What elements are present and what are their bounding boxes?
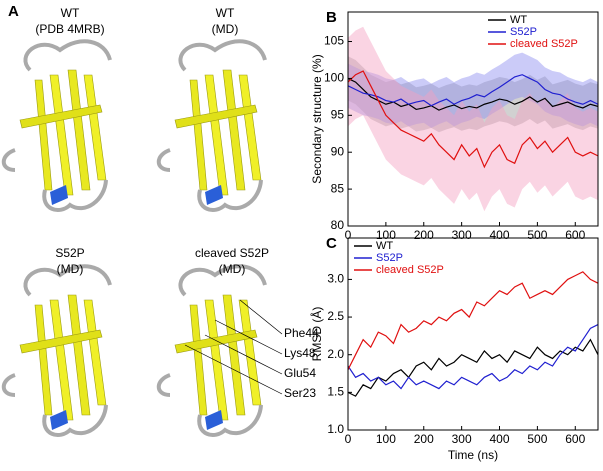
series-line xyxy=(347,338,599,397)
y-tick-label: 90 xyxy=(331,144,345,158)
x-tick-label: 300 xyxy=(452,228,472,242)
error-band xyxy=(348,26,598,212)
x-tick-label: 100 xyxy=(376,432,396,446)
plot-frame xyxy=(347,237,599,431)
structure-title: cleaved S52P xyxy=(195,246,269,260)
structure-subtitle: (MD) xyxy=(57,262,84,276)
legend-label: cleaved S52P xyxy=(376,264,444,276)
y-tick-label: 1.5 xyxy=(327,385,344,399)
x-tick-label: 100 xyxy=(376,228,396,242)
panel-label: C xyxy=(326,235,337,252)
legend-label: cleaved S52P xyxy=(510,38,578,50)
structure-image xyxy=(156,39,267,212)
residue-label: Ser23 xyxy=(284,386,316,400)
x-tick-label: 400 xyxy=(489,432,509,446)
y-tick-label: 2.5 xyxy=(327,309,344,323)
y-tick-label: 2.0 xyxy=(327,347,344,361)
panel-label: A xyxy=(8,3,19,20)
legend-label: S52P xyxy=(510,26,537,38)
y-axis-title: RMSD (Å) xyxy=(309,307,324,362)
y-tick-label: 95 xyxy=(331,107,345,121)
structure-subtitle: (MD) xyxy=(219,262,246,276)
legend-label: WT xyxy=(376,240,393,252)
x-tick-label: 0 xyxy=(345,228,352,242)
legend-label: S52P xyxy=(376,252,403,264)
residue-label: Phe44 xyxy=(284,326,319,340)
panel-label: B xyxy=(326,9,337,26)
structure-title: WT xyxy=(216,6,235,20)
series-line xyxy=(347,271,599,371)
plot-frame xyxy=(347,11,599,227)
x-tick-label: 0 xyxy=(345,432,352,446)
series-line xyxy=(347,77,599,111)
series-line xyxy=(347,70,599,169)
series-line xyxy=(347,324,599,390)
y-axis-title: Secondary structure (%) xyxy=(310,54,324,183)
error-band xyxy=(348,52,598,128)
error-band xyxy=(348,56,598,133)
y-tick-label: 80 xyxy=(331,218,345,232)
y-tick-label: 3.0 xyxy=(327,272,344,286)
structure-image xyxy=(1,264,113,437)
y-tick-label: 100 xyxy=(324,71,344,85)
structure-title: S52P xyxy=(55,246,84,260)
structure-subtitle: (MD) xyxy=(212,22,239,36)
x-axis-title: Time (ns) xyxy=(448,448,498,462)
x-tick-label: 500 xyxy=(527,432,547,446)
x-tick-label: 300 xyxy=(452,432,472,446)
legend-label: WT xyxy=(510,14,527,26)
x-tick-label: 500 xyxy=(527,228,547,242)
x-tick-label: 200 xyxy=(414,432,434,446)
y-tick-label: 105 xyxy=(324,34,344,48)
structure-image xyxy=(1,39,113,212)
structure-image xyxy=(156,264,267,437)
residue-label: Glu54 xyxy=(284,366,316,380)
structure-title: WT xyxy=(61,6,80,20)
residue-pointers xyxy=(184,299,283,395)
x-tick-label: 600 xyxy=(565,432,585,446)
y-tick-label: 85 xyxy=(331,181,345,195)
x-tick-label: 200 xyxy=(414,228,434,242)
residue-label: Lys48 xyxy=(284,346,316,360)
structure-subtitle: (PDB 4MRB) xyxy=(35,22,104,36)
x-tick-label: 600 xyxy=(565,228,585,242)
y-tick-label: 1.0 xyxy=(327,422,344,436)
series-line xyxy=(347,74,599,107)
x-tick-label: 400 xyxy=(489,228,509,242)
